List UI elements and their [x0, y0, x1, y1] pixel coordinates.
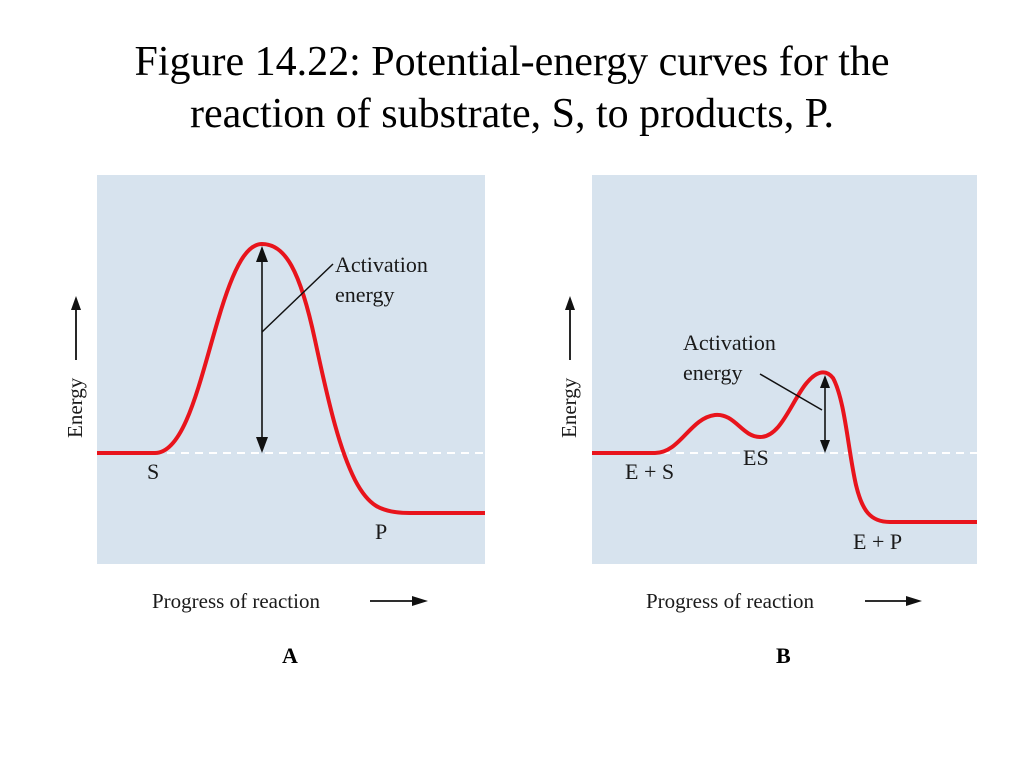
- panel-b-energy-curve: [592, 370, 977, 524]
- panel-a-annotation-leader: [261, 263, 334, 333]
- panel-a-start-label: S: [147, 459, 159, 484]
- panel-b-intermediate-label: ES: [743, 445, 769, 470]
- panel-b-annotation-line-2: energy: [683, 360, 742, 385]
- panel-a-y-axis-label: Energy: [63, 377, 87, 438]
- panel-a-energy-curve: [97, 241, 485, 515]
- panel-b-activation-arrow-head-up: [820, 375, 830, 388]
- panel-b-annotation-line-1: Activation: [683, 330, 776, 355]
- panel-a-y-axis-arrow-head: [71, 296, 81, 310]
- panel-a-background: [97, 175, 485, 564]
- figure-title-line-1: Figure 14.22: Potential-energy curves fo…: [134, 39, 890, 85]
- figure-title: Figure 14.22: Potential-energy curves fo…: [0, 36, 1024, 140]
- panel-b-start-label: E + S: [625, 459, 674, 484]
- panel-a-activation-arrow-head-down: [256, 437, 268, 453]
- panel-a-x-axis-arrow-head: [412, 596, 428, 606]
- figure-title-line-2: reaction of substrate, S, to products, P…: [190, 91, 834, 137]
- panel-b-x-axis-arrow-head: [906, 596, 922, 606]
- panel-b-y-axis-label: Energy: [557, 377, 581, 438]
- panel-a: Activation energy S P Energy Progress of…: [63, 175, 485, 668]
- panel-b-annotation-leader: [759, 373, 823, 411]
- panel-b-activation-arrow-head-down: [820, 440, 830, 453]
- panel-a-letter: A: [282, 643, 298, 668]
- panel-a-end-label: P: [375, 519, 387, 544]
- panel-a-activation-arrow-head-up: [256, 246, 268, 262]
- panel-b-letter: B: [776, 643, 791, 668]
- panel-a-annotation-line-1: Activation: [335, 252, 428, 277]
- panel-b-x-axis-label: Progress of reaction: [646, 589, 814, 613]
- panel-b-y-axis-arrow-head: [565, 296, 575, 310]
- panel-b-background: [592, 175, 977, 564]
- panel-b: Activation energy E + S ES E + P Energy …: [557, 175, 977, 668]
- panel-a-x-axis-label: Progress of reaction: [152, 589, 320, 613]
- panel-b-end-label: E + P: [853, 529, 902, 554]
- panel-a-annotation-line-2: energy: [335, 282, 394, 307]
